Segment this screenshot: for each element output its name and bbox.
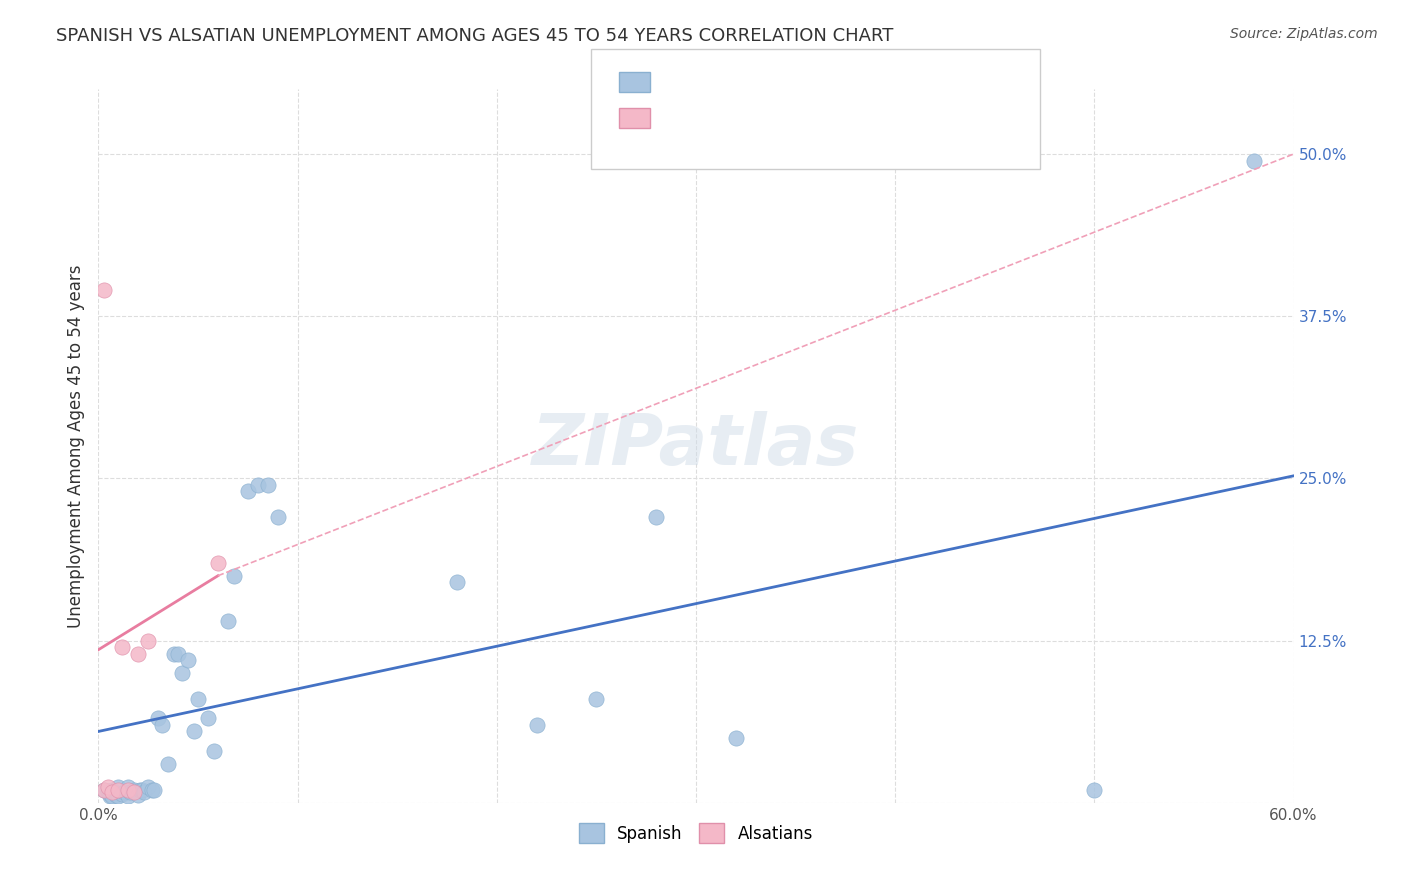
Point [267, 510, 290, 524]
Point [93, 782, 115, 797]
Point [526, 718, 548, 732]
Point [236, 484, 259, 499]
Point [163, 647, 186, 661]
Text: ZIPatlas: ZIPatlas [533, 411, 859, 481]
Point [98, 787, 122, 801]
Point [107, 782, 129, 797]
Point [103, 785, 125, 799]
Point [127, 647, 149, 661]
Point [98, 789, 122, 804]
Point [222, 568, 245, 582]
Point [111, 787, 134, 801]
Point [143, 782, 166, 797]
Point [105, 788, 128, 802]
Point [197, 711, 219, 725]
Text: 11: 11 [799, 110, 824, 128]
Point [111, 640, 134, 654]
Text: N =: N = [763, 110, 803, 128]
Text: 0.092: 0.092 [696, 110, 752, 128]
Point [136, 780, 159, 795]
Point [202, 744, 225, 758]
Text: R =: R = [661, 74, 700, 92]
Point [177, 653, 200, 667]
Legend: Spanish, Alsatians: Spanish, Alsatians [571, 814, 821, 852]
Point [124, 782, 146, 797]
Point [148, 711, 170, 725]
Point [246, 478, 269, 492]
Point [129, 782, 152, 797]
Text: R =: R = [661, 110, 700, 128]
Point [724, 731, 747, 745]
Point [97, 785, 120, 799]
Point [217, 614, 239, 628]
Point [167, 647, 190, 661]
Point [107, 780, 129, 795]
Text: Source: ZipAtlas.com: Source: ZipAtlas.com [1230, 27, 1378, 41]
Point [157, 756, 180, 771]
Point [136, 633, 159, 648]
Point [101, 789, 124, 804]
Point [187, 692, 209, 706]
Point [117, 782, 139, 797]
Point [183, 724, 205, 739]
Point [117, 789, 139, 804]
Point [446, 575, 468, 590]
Point [93, 283, 115, 297]
Point [117, 780, 139, 795]
Point [256, 478, 278, 492]
Text: SPANISH VS ALSATIAN UNEMPLOYMENT AMONG AGES 45 TO 54 YEARS CORRELATION CHART: SPANISH VS ALSATIAN UNEMPLOYMENT AMONG A… [56, 27, 894, 45]
Point [93, 782, 115, 797]
Point [131, 782, 153, 797]
Point [101, 782, 124, 797]
Point [127, 788, 149, 802]
Point [150, 718, 173, 732]
Point [172, 666, 194, 681]
Point [112, 785, 135, 799]
Point [120, 785, 142, 799]
Point [134, 785, 156, 799]
Point [1243, 153, 1265, 168]
Point [97, 780, 120, 795]
Text: 0.394: 0.394 [696, 74, 752, 92]
Y-axis label: Unemployment Among Ages 45 to 54 years: Unemployment Among Ages 45 to 54 years [66, 264, 84, 628]
Point [645, 510, 668, 524]
Point [107, 789, 129, 804]
Text: N =: N = [763, 74, 803, 92]
Point [141, 782, 163, 797]
Point [207, 556, 229, 570]
Point [1083, 782, 1105, 797]
Point [585, 692, 607, 706]
Point [101, 785, 124, 799]
Text: 47: 47 [799, 74, 824, 92]
Point [124, 785, 146, 799]
